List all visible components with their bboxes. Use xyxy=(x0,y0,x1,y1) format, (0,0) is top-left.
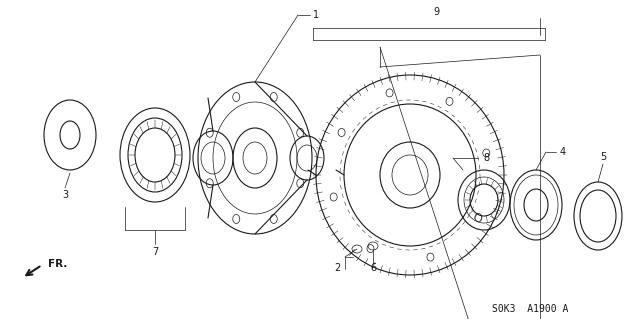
Text: 7: 7 xyxy=(152,247,158,257)
Text: 2: 2 xyxy=(334,263,340,273)
Text: S0K3  A1900 A: S0K3 A1900 A xyxy=(492,304,568,314)
Text: 8: 8 xyxy=(483,153,489,163)
Text: FR.: FR. xyxy=(48,259,67,269)
Text: 3: 3 xyxy=(62,190,68,200)
Text: 5: 5 xyxy=(600,152,606,162)
Text: 1: 1 xyxy=(313,10,319,20)
Text: 6: 6 xyxy=(370,263,376,273)
Text: 4: 4 xyxy=(560,147,566,157)
Text: 9: 9 xyxy=(433,7,439,17)
